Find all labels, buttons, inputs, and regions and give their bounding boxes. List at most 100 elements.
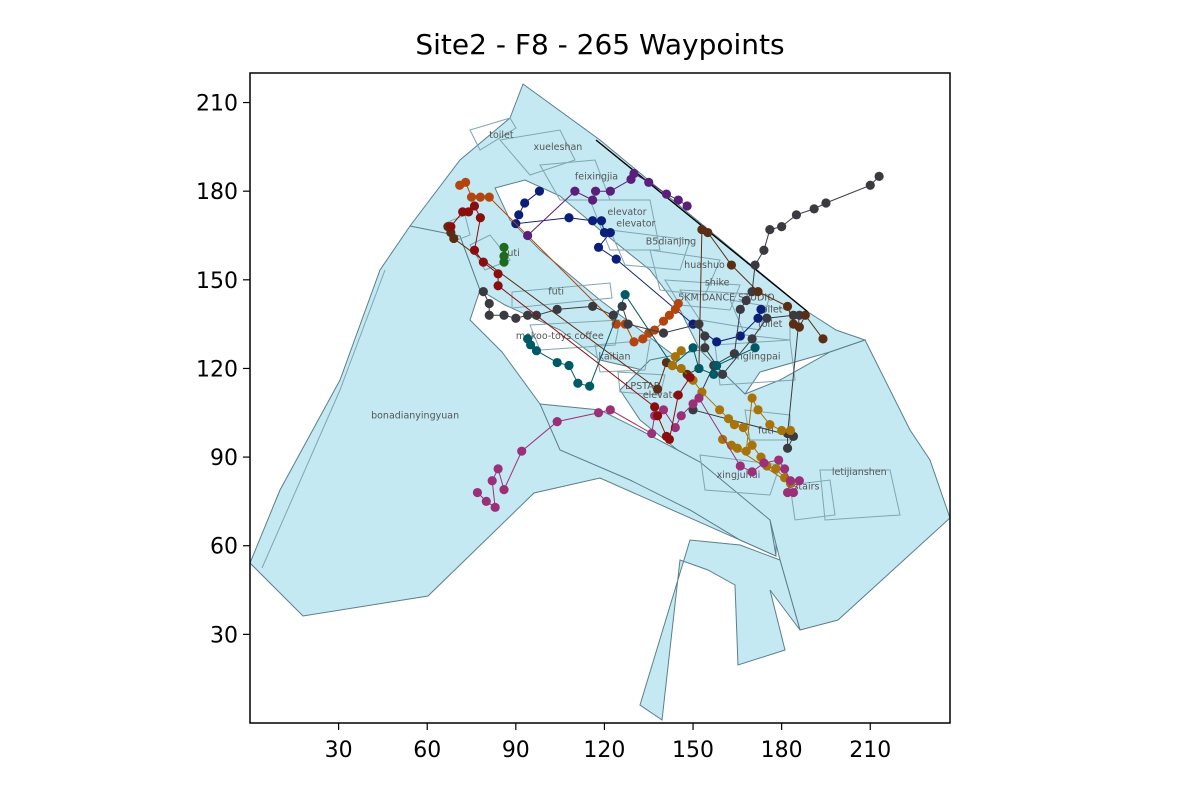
waypoint-marker xyxy=(865,180,875,190)
waypoint-marker xyxy=(685,372,695,382)
waypoint-marker xyxy=(466,192,477,202)
waypoint-marker xyxy=(800,310,810,320)
waypoint-marker xyxy=(487,476,497,486)
waypoint-marker xyxy=(759,458,769,468)
waypoint-marker xyxy=(449,233,459,244)
waypoint-marker xyxy=(534,186,545,196)
room-label: feixingjia xyxy=(575,171,618,182)
waypoint-marker xyxy=(771,464,781,474)
room-label: LPSTAR xyxy=(625,381,661,392)
room-label: xingjuhui xyxy=(717,470,761,481)
waypoint-marker xyxy=(570,186,580,196)
waypoint-marker xyxy=(717,369,728,379)
waypoint-marker xyxy=(478,257,488,267)
waypoint-marker xyxy=(732,443,742,453)
y-tick-label: 120 xyxy=(196,357,238,382)
waypoint-marker xyxy=(484,310,494,320)
x-axis: 30 60 90 120 150 180 210 xyxy=(325,723,891,763)
waypoint-marker xyxy=(608,310,618,320)
y-tick-label: 180 xyxy=(196,180,238,205)
waypoint-marker xyxy=(552,417,562,427)
waypoint-marker xyxy=(735,461,745,471)
waypoint-marker xyxy=(588,216,598,226)
waypoint-marker xyxy=(785,476,796,486)
waypoint-marker xyxy=(700,331,710,341)
waypoint-marker xyxy=(673,298,683,309)
waypoint-marker xyxy=(729,419,739,430)
waypoint-marker xyxy=(762,313,772,323)
floor-area-west xyxy=(250,213,777,617)
waypoint-marker xyxy=(472,487,483,498)
y-tick-label: 30 xyxy=(210,623,238,648)
waypoint-marker xyxy=(585,381,595,391)
waypoint-marker xyxy=(484,192,494,202)
waypoint-marker xyxy=(756,304,766,314)
waypoint-marker xyxy=(712,337,722,347)
waypoint-marker xyxy=(774,455,784,465)
waypoint-marker xyxy=(670,422,680,433)
waypoint-marker xyxy=(673,195,683,205)
y-tick-label: 60 xyxy=(210,535,238,560)
waypoint-marker xyxy=(753,287,763,297)
x-tick-label: 30 xyxy=(325,738,353,763)
waypoint-marker xyxy=(611,319,621,329)
waypoint-marker xyxy=(688,343,698,353)
waypoint-marker xyxy=(552,357,562,368)
waypoint-marker xyxy=(552,304,562,314)
waypoint-marker xyxy=(709,369,719,379)
waypoint-path xyxy=(478,171,884,453)
waypoint-marker xyxy=(821,198,831,208)
waypoint-marker xyxy=(741,295,751,306)
room-labels: toiletxueleshanfeixingjiaelevatorelevato… xyxy=(371,130,887,493)
y-tick-label: 210 xyxy=(196,92,238,117)
room-label: mokoo-toys coffee xyxy=(516,331,604,342)
waypoint-marker xyxy=(676,411,686,421)
waypoint-marker xyxy=(747,393,757,403)
waypoint-path xyxy=(455,177,683,347)
pier-south xyxy=(639,539,801,721)
waypoint-marker xyxy=(765,419,775,430)
waypoint-path xyxy=(499,242,509,267)
waypoint-path xyxy=(472,393,804,512)
waypoint-marker xyxy=(605,405,615,415)
room-label: elevator xyxy=(607,207,646,218)
waypoint-marker xyxy=(753,405,763,415)
waypoint-marker xyxy=(782,301,793,312)
waypoint-path xyxy=(523,168,692,241)
waypoint-marker xyxy=(741,446,751,456)
waypoint-marker xyxy=(523,230,533,241)
waypoint-marker xyxy=(499,484,509,495)
room-label: shike xyxy=(705,278,730,289)
waypoint-marker xyxy=(605,227,615,238)
waypoint-marker xyxy=(493,269,503,279)
waypoint-marker xyxy=(794,322,804,332)
waypoint-marker xyxy=(623,319,633,329)
waypoint-marker xyxy=(723,414,734,424)
x-tick-label: 90 xyxy=(502,738,530,763)
x-tick-label: 210 xyxy=(849,738,891,763)
waypoint-marker xyxy=(747,467,757,477)
chart-title: Site2 - F8 - 265 Waypoints xyxy=(415,28,785,61)
waypoint-marker xyxy=(611,254,621,264)
waypoint-marker xyxy=(694,319,704,329)
waypoint-marker xyxy=(785,425,796,436)
waypoint-marker xyxy=(777,222,787,232)
waypoint-marker xyxy=(703,227,713,238)
waypoint-marker xyxy=(446,222,456,232)
waypoint-marker xyxy=(593,242,604,252)
waypoint-marker xyxy=(593,408,604,418)
waypoint-marker xyxy=(475,213,485,223)
waypoint-marker xyxy=(490,502,500,512)
waypoint-marker xyxy=(588,195,598,205)
waypoint-marker xyxy=(573,378,583,388)
room-label: futi xyxy=(504,248,520,259)
waypoint-marker xyxy=(682,201,692,211)
waypoint-marker xyxy=(499,242,509,252)
y-axis: 30 60 90 120 150 180 210 xyxy=(196,92,250,648)
room-label: bonadianyingyuan xyxy=(371,411,459,422)
room-label: toilet xyxy=(758,319,783,330)
waypoint-marker xyxy=(650,325,660,335)
waypoint-marker xyxy=(673,390,683,400)
